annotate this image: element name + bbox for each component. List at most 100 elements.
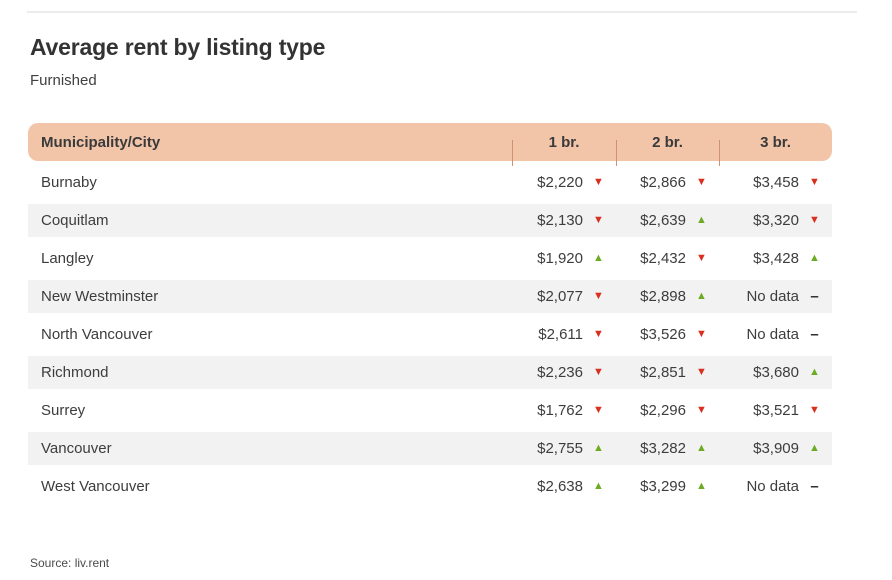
trend-up-icon: ▲ — [809, 366, 820, 378]
rent-value: $3,521 — [753, 402, 799, 419]
trend-up-icon: ▲ — [696, 214, 707, 226]
trend-up-icon: ▲ — [696, 442, 707, 454]
rent-value: $2,130 — [537, 212, 583, 229]
trend-down-icon: ▼ — [593, 290, 604, 302]
trend-down-icon: ▼ — [593, 328, 604, 340]
rent-value: $2,432 — [640, 250, 686, 267]
value-cell: $3,521 ▼ — [719, 402, 832, 419]
municipality-cell: Vancouver — [41, 440, 112, 457]
rent-value: $1,762 — [537, 402, 583, 419]
rent-value: $2,236 — [537, 364, 583, 381]
table-row: Richmond $2,236 ▼ $2,851 ▼ $3,680 ▲ — [28, 356, 832, 389]
trend-down-icon: ▼ — [593, 404, 604, 416]
table-row: New Westminster $2,077 ▼ $2,898 ▲ No data – — [28, 280, 832, 313]
trend-down-icon: ▼ — [593, 176, 604, 188]
trend-up-icon: ▲ — [593, 252, 604, 264]
rent-value: $3,458 — [753, 174, 799, 191]
value-cell: $2,611 ▼ — [512, 326, 616, 343]
trend-down-icon: ▼ — [696, 252, 707, 264]
trend-down-icon: ▼ — [696, 328, 707, 340]
rent-value: No data — [746, 326, 799, 343]
rent-value: $3,282 — [640, 440, 686, 457]
rent-value: $2,755 — [537, 440, 583, 457]
trend-down-icon: ▼ — [809, 176, 820, 188]
trend-down-icon: ▼ — [696, 366, 707, 378]
value-cell: $3,320 ▼ — [719, 212, 832, 229]
rent-value: $3,526 — [640, 326, 686, 343]
rent-value: $3,320 — [753, 212, 799, 229]
value-cell: $2,130 ▼ — [512, 212, 616, 229]
rent-value: $2,898 — [640, 288, 686, 305]
rent-value: $3,909 — [753, 440, 799, 457]
value-cell: $1,762 ▼ — [512, 402, 616, 419]
rent-value: $2,077 — [537, 288, 583, 305]
trend-up-icon: ▲ — [809, 442, 820, 454]
trend-down-icon: ▼ — [809, 404, 820, 416]
table-row: Surrey $1,762 ▼ $2,296 ▼ $3,521 ▼ — [28, 394, 832, 427]
value-cell: No data – — [719, 326, 832, 343]
rent-value: No data — [746, 288, 799, 305]
value-cell: No data – — [719, 478, 832, 495]
value-cell: $3,680 ▲ — [719, 364, 832, 381]
trend-down-icon: ▼ — [809, 214, 820, 226]
value-cell: $3,282 ▲ — [616, 440, 719, 457]
table-header-row: Municipality/City 1 br. 2 br. 3 br. — [28, 123, 832, 166]
municipality-cell: Richmond — [41, 364, 109, 381]
table-body: Burnaby $2,220 ▼ $2,866 ▼ $3,458 ▼ Coquitla… — [28, 166, 832, 503]
rent-value: $2,638 — [537, 478, 583, 495]
rent-value: $1,920 — [537, 250, 583, 267]
value-cell: $2,236 ▼ — [512, 364, 616, 381]
no-data-dash-icon: – — [810, 478, 819, 495]
value-cell: $2,851 ▼ — [616, 364, 719, 381]
column-header-3br: 3 br. — [719, 134, 832, 166]
value-cell: $2,866 ▼ — [616, 174, 719, 191]
rent-value: No data — [746, 478, 799, 495]
value-cell: $2,220 ▼ — [512, 174, 616, 191]
page-title: Average rent by listing type — [30, 34, 326, 60]
municipality-cell: New Westminster — [41, 288, 159, 305]
municipality-cell: Burnaby — [41, 174, 97, 191]
column-header-municipality: Municipality/City — [41, 133, 161, 151]
value-cell: $3,909 ▲ — [719, 440, 832, 457]
value-cell: No data – — [719, 288, 832, 305]
municipality-cell: Surrey — [41, 402, 86, 419]
trend-up-icon: ▲ — [696, 480, 707, 492]
trend-up-icon: ▲ — [593, 442, 604, 454]
no-data-dash-icon: – — [810, 326, 819, 343]
value-cell: $3,458 ▼ — [719, 174, 832, 191]
table-row: Langley $1,920 ▲ $2,432 ▼ $3,428 ▲ — [28, 242, 832, 275]
value-cell: $2,639 ▲ — [616, 212, 719, 229]
rent-value: $2,220 — [537, 174, 583, 191]
source-note: Source: liv.rent — [30, 556, 110, 570]
rent-value: $3,428 — [753, 250, 799, 267]
rent-value: $2,866 — [640, 174, 686, 191]
rent-value: $2,296 — [640, 402, 686, 419]
rent-value: $2,639 — [640, 212, 686, 229]
rent-value: $3,680 — [753, 364, 799, 381]
value-cell: $2,077 ▼ — [512, 288, 616, 305]
municipality-cell: Langley — [41, 250, 94, 267]
no-data-dash-icon: – — [810, 288, 819, 305]
rent-value: $3,299 — [640, 478, 686, 495]
trend-down-icon: ▼ — [696, 404, 707, 416]
trend-down-icon: ▼ — [593, 366, 604, 378]
table-row: Vancouver $2,755 ▲ $3,282 ▲ $3,909 ▲ — [28, 432, 832, 465]
subtitle-furnished: Furnished — [30, 72, 97, 89]
value-cell: $2,898 ▲ — [616, 288, 719, 305]
top-divider — [27, 11, 857, 13]
trend-down-icon: ▼ — [696, 176, 707, 188]
table-row: West Vancouver $2,638 ▲ $3,299 ▲ No data – — [28, 470, 832, 503]
municipality-cell: North Vancouver — [41, 326, 153, 343]
municipality-cell: West Vancouver — [41, 478, 150, 495]
municipality-cell: Coquitlam — [41, 212, 109, 229]
rent-table: Municipality/City 1 br. 2 br. 3 br. Burn… — [28, 123, 832, 508]
value-cell: $2,638 ▲ — [512, 478, 616, 495]
column-header-1br: 1 br. — [512, 134, 616, 166]
trend-up-icon: ▲ — [593, 480, 604, 492]
value-cell: $2,296 ▼ — [616, 402, 719, 419]
value-cell: $3,428 ▲ — [719, 250, 832, 267]
trend-down-icon: ▼ — [593, 214, 604, 226]
table-row: North Vancouver $2,611 ▼ $3,526 ▼ No data – — [28, 318, 832, 351]
value-cell: $1,920 ▲ — [512, 250, 616, 267]
